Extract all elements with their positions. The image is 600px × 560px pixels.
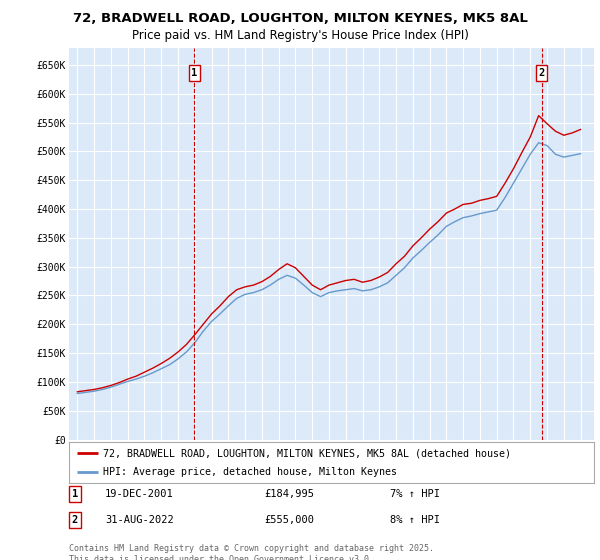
Text: Price paid vs. HM Land Registry's House Price Index (HPI): Price paid vs. HM Land Registry's House …: [131, 29, 469, 42]
Text: 72, BRADWELL ROAD, LOUGHTON, MILTON KEYNES, MK5 8AL (detached house): 72, BRADWELL ROAD, LOUGHTON, MILTON KEYN…: [103, 449, 511, 458]
Text: 31-AUG-2022: 31-AUG-2022: [105, 515, 174, 525]
Text: 7% ↑ HPI: 7% ↑ HPI: [390, 489, 440, 499]
Text: £184,995: £184,995: [264, 489, 314, 499]
Text: 1: 1: [72, 489, 78, 499]
Text: £555,000: £555,000: [264, 515, 314, 525]
Text: Contains HM Land Registry data © Crown copyright and database right 2025.
This d: Contains HM Land Registry data © Crown c…: [69, 544, 434, 560]
Text: 2: 2: [538, 68, 545, 78]
Text: 2: 2: [72, 515, 78, 525]
Text: 19-DEC-2001: 19-DEC-2001: [105, 489, 174, 499]
Text: 72, BRADWELL ROAD, LOUGHTON, MILTON KEYNES, MK5 8AL: 72, BRADWELL ROAD, LOUGHTON, MILTON KEYN…: [73, 12, 527, 25]
Text: 8% ↑ HPI: 8% ↑ HPI: [390, 515, 440, 525]
Text: HPI: Average price, detached house, Milton Keynes: HPI: Average price, detached house, Milt…: [103, 467, 397, 477]
Text: 1: 1: [191, 68, 197, 78]
